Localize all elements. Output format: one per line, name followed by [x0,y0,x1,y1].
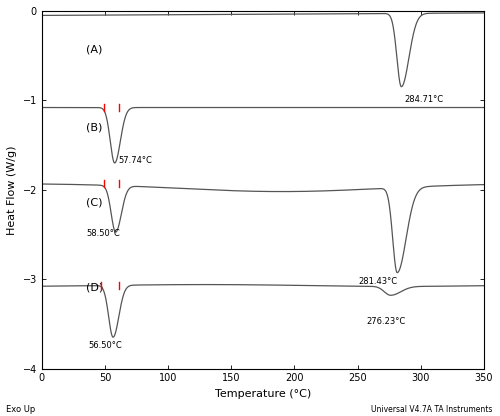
Text: 58.50°C: 58.50°C [86,229,120,238]
Y-axis label: Heat Flow (W/g): Heat Flow (W/g) [7,145,17,235]
Text: (D): (D) [86,282,103,292]
Text: 56.50°C: 56.50°C [88,341,122,350]
Text: 281.43°C: 281.43°C [359,277,398,286]
X-axis label: Temperature (°C): Temperature (°C) [214,389,311,399]
Text: 284.71°C: 284.71°C [404,95,444,104]
Text: (B): (B) [86,123,102,133]
Text: Universal V4.7A TA Instruments: Universal V4.7A TA Instruments [372,404,492,414]
Text: (C): (C) [86,198,102,208]
Text: (A): (A) [86,44,102,54]
Text: Exo Up: Exo Up [6,404,36,414]
Text: 57.74°C: 57.74°C [119,156,152,165]
Text: 276.23°C: 276.23°C [366,317,406,326]
